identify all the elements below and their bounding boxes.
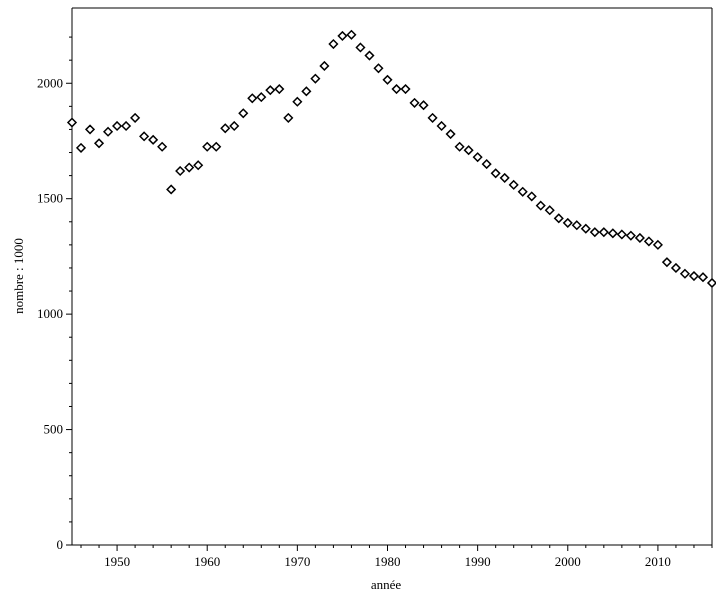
y-tick-label: 2000 — [37, 75, 63, 90]
data-point — [571, 220, 582, 231]
data-point — [481, 159, 492, 170]
data-point — [337, 30, 348, 41]
data-point — [355, 42, 366, 53]
data-point — [157, 141, 168, 152]
data-point — [102, 126, 114, 137]
data-point — [679, 268, 691, 279]
data-point — [310, 73, 321, 84]
data-point — [84, 124, 96, 135]
data-point — [562, 217, 573, 228]
y-tick-label: 500 — [44, 422, 64, 437]
data-point — [607, 228, 618, 239]
data-point — [202, 141, 213, 152]
x-tick-label: 2000 — [555, 554, 581, 569]
x-tick-label: 1990 — [465, 554, 491, 569]
data-point — [436, 120, 447, 132]
data-point — [526, 191, 537, 202]
data-point — [292, 96, 303, 107]
data-point — [670, 262, 682, 274]
data-point — [508, 179, 519, 190]
data-point — [373, 63, 384, 74]
data-point — [265, 85, 276, 96]
data-point — [166, 184, 177, 195]
x-tick-label: 1960 — [194, 554, 220, 569]
data-point — [418, 100, 429, 111]
data-point — [616, 229, 627, 240]
data-point — [472, 152, 483, 163]
data-point — [463, 145, 474, 156]
data-point — [256, 92, 267, 103]
data-point — [544, 205, 555, 216]
data-point — [229, 120, 240, 132]
y-ticks: 0 500 1000 1500 2000 — [37, 36, 72, 552]
data-point — [490, 168, 501, 179]
data-point — [121, 120, 132, 132]
data-point — [130, 112, 141, 123]
data-point — [661, 257, 672, 268]
data-point — [697, 272, 709, 283]
data-point — [652, 239, 663, 250]
data-point — [112, 120, 123, 132]
data-point — [283, 112, 294, 123]
y-tick-label: 0 — [57, 537, 64, 552]
data-point — [589, 227, 600, 238]
data-point — [643, 236, 654, 247]
data-point — [400, 83, 411, 95]
data-point — [319, 60, 330, 72]
y-tick-label: 1000 — [37, 306, 63, 321]
data-point — [211, 141, 222, 152]
plot-frame — [71, 7, 713, 546]
data-point — [625, 230, 636, 241]
y-tick-label: 1500 — [37, 191, 63, 206]
data-point — [93, 138, 105, 149]
data-point — [454, 141, 465, 152]
data-point — [382, 74, 393, 85]
data-point — [184, 162, 195, 173]
x-tick-label: 1970 — [284, 554, 310, 569]
data-point — [427, 112, 438, 123]
data-point — [301, 86, 312, 97]
data-point — [328, 38, 339, 50]
data-point — [580, 223, 591, 234]
data-point — [238, 108, 249, 119]
data-point — [274, 83, 285, 95]
data-point — [499, 172, 510, 183]
data-point — [148, 134, 159, 145]
y-axis-title: nombre : 1000 — [11, 238, 26, 314]
data-point — [535, 200, 546, 211]
data-points — [66, 29, 716, 289]
data-point — [247, 93, 258, 104]
data-point — [175, 165, 186, 177]
data-point — [634, 232, 645, 244]
x-tick-label: 2010 — [645, 554, 671, 569]
data-point — [66, 117, 78, 128]
x-axis-title: année — [371, 577, 402, 592]
data-point — [75, 142, 87, 153]
data-point — [346, 29, 357, 40]
x-tick-label: 1980 — [374, 554, 400, 569]
data-point — [517, 186, 528, 197]
data-point — [688, 270, 700, 282]
data-point — [553, 213, 564, 224]
data-point — [139, 131, 150, 142]
data-point — [598, 227, 609, 238]
data-point — [391, 83, 402, 95]
data-point — [409, 97, 420, 108]
data-point — [364, 50, 375, 61]
data-point — [193, 160, 204, 171]
data-point — [220, 123, 231, 134]
x-tick-label: 1950 — [104, 554, 130, 569]
x-ticks: 1950 1960 1970 1980 1990 2000 2010 — [80, 545, 713, 569]
data-point — [706, 277, 716, 289]
data-point — [445, 128, 456, 140]
